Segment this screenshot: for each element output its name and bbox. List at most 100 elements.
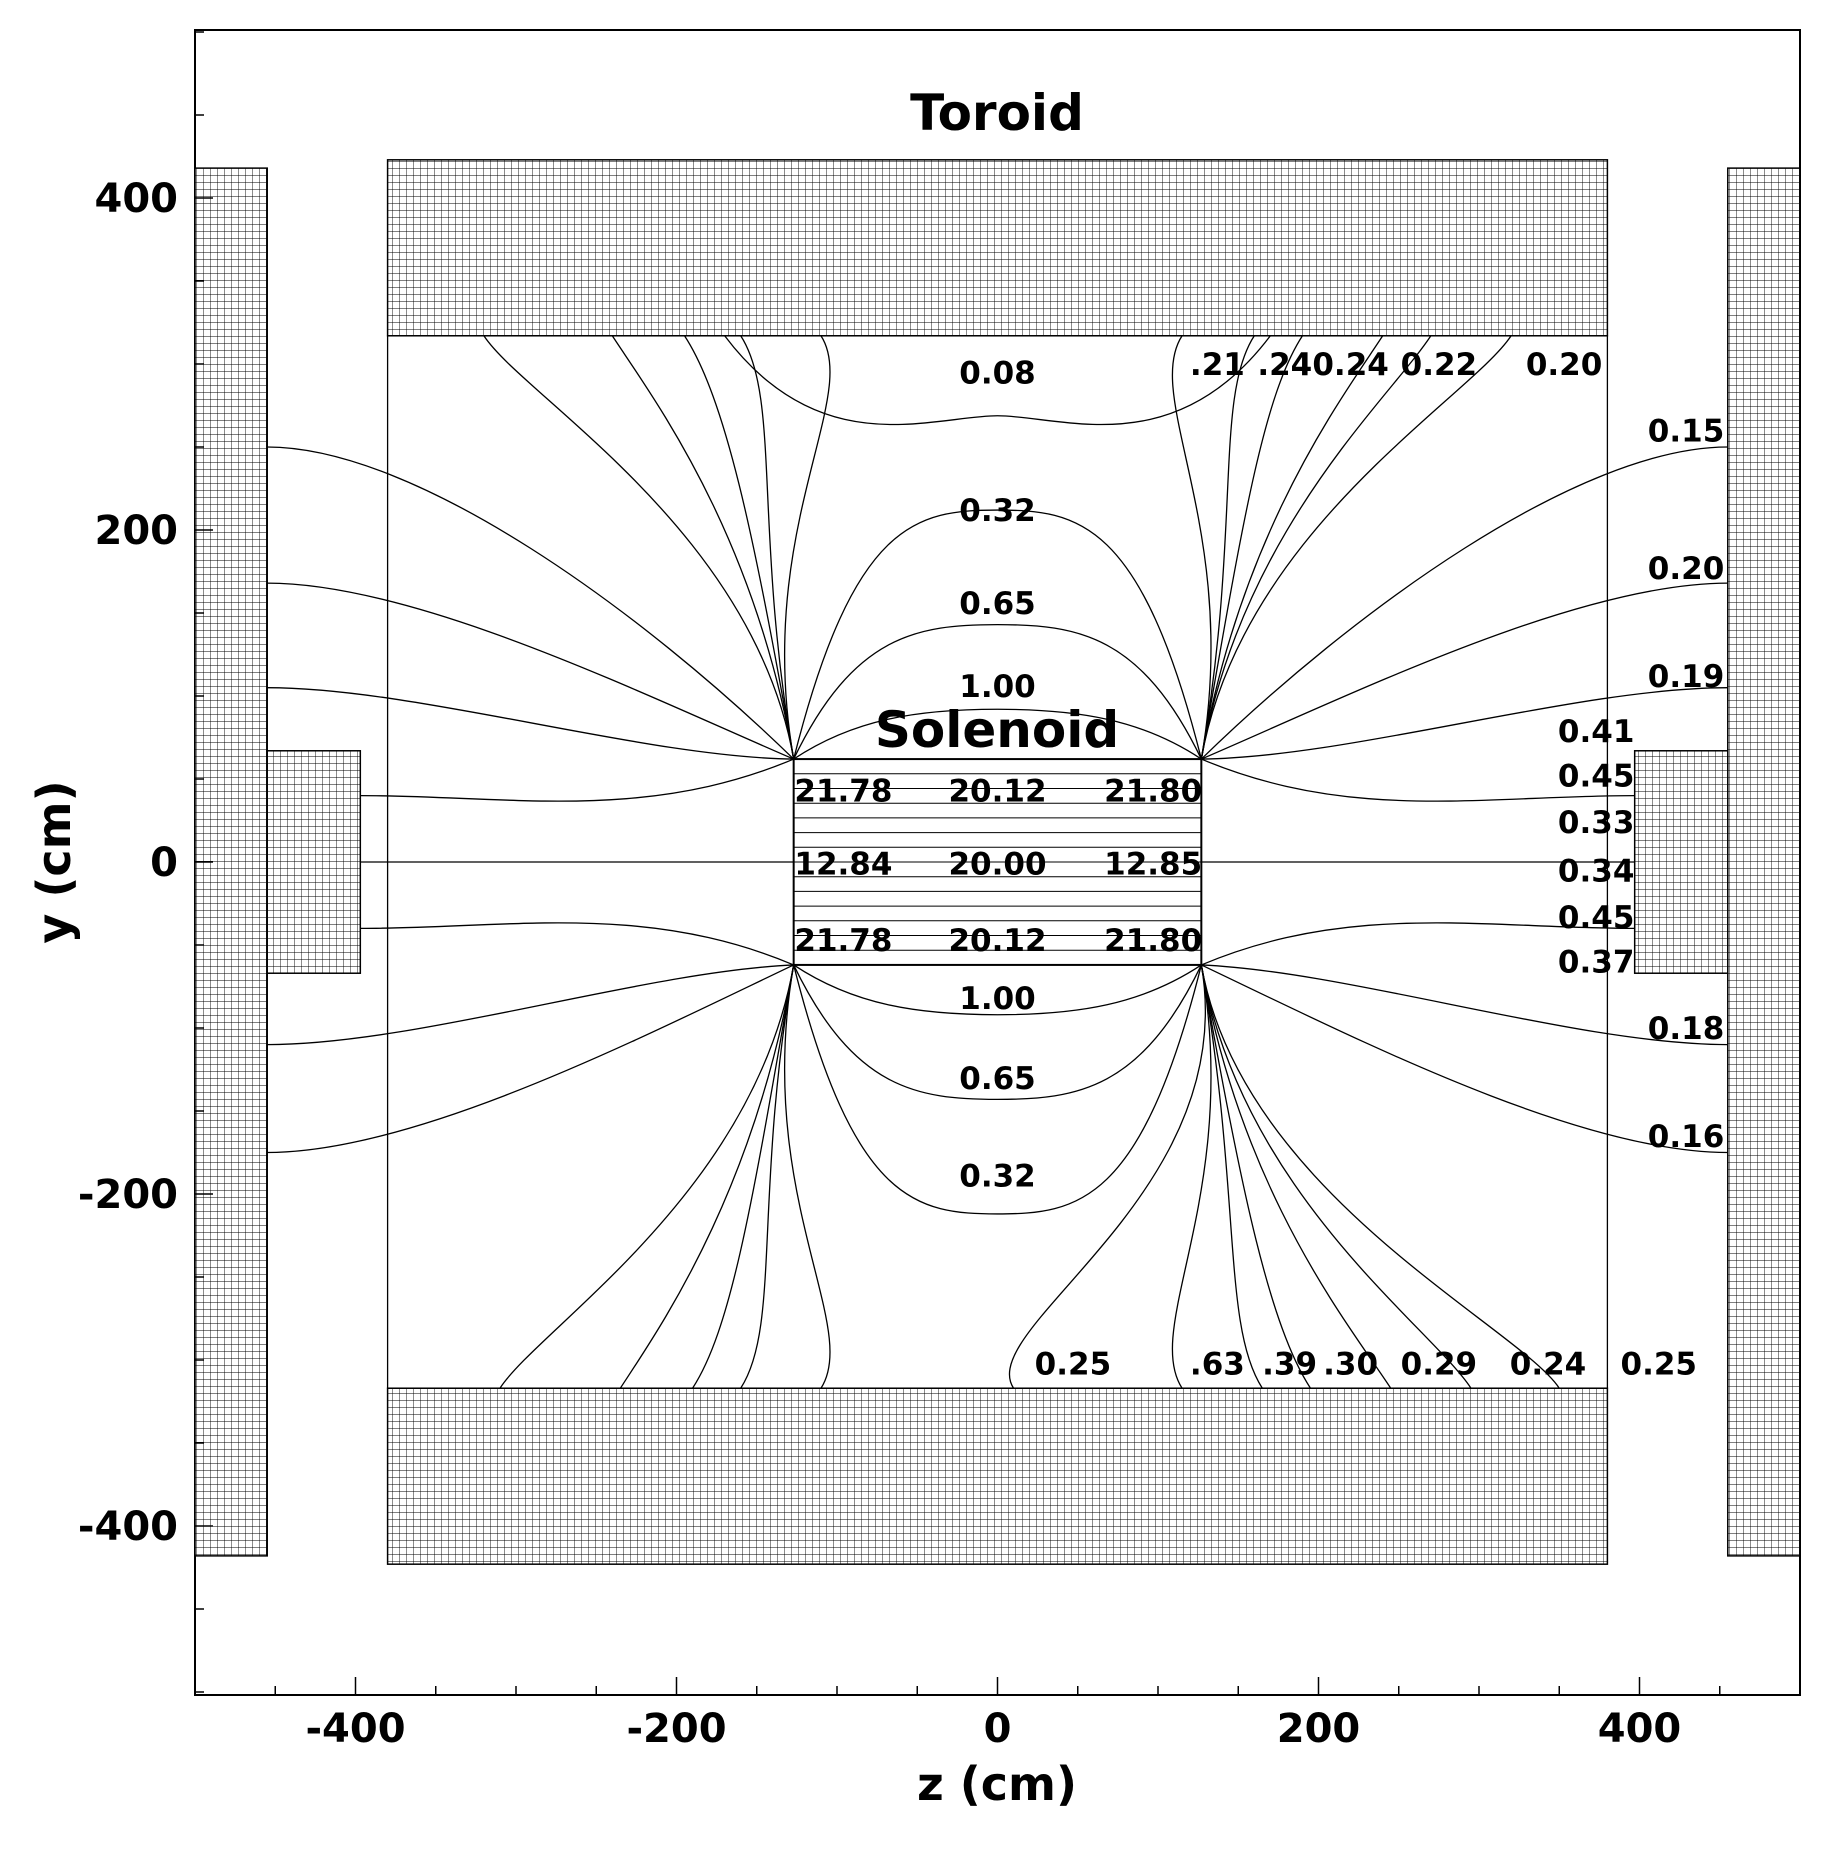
contour-label: 0.34 [1558,853,1635,889]
field-line [1200,335,1432,760]
field-line [793,964,1202,1215]
field-line [267,687,794,760]
field-line [483,335,795,760]
field-line [784,335,831,760]
axis-ticks [194,31,1801,1695]
field-line [360,922,794,966]
field-line [793,964,1202,1101]
contour-label: 12.84 [794,847,892,883]
field-line [784,964,831,1389]
contour-label: 20.12 [948,923,1046,959]
field-line [1200,335,1303,760]
contour-label: 0.29 [1401,1346,1478,1382]
contour-label: 20.00 [948,847,1046,883]
field-line [1200,964,1312,1389]
contour-label: 12.85 [1104,847,1202,883]
contour-label: 0.08 [959,355,1036,391]
contour-label: 0.25 [1621,1346,1698,1382]
contour-label: 0.22 [1401,347,1478,383]
field-line [1200,335,1384,760]
x-axis-title: z (cm) [917,1757,1077,1811]
contour-label: 0.25 [1035,1346,1112,1382]
field-line [1201,922,1635,966]
field-line [793,623,1202,760]
y-tick-label: -200 [78,1172,178,1218]
contour-label: 0.65 [959,1061,1036,1097]
contour-label: 0.20 [1526,347,1603,383]
field-lines [267,335,1728,1389]
y-axis-title: y (cm) [27,780,81,943]
toroid-bottom-region [386,1387,1609,1565]
contour-label: 0.41 [1558,714,1635,750]
x-tick-label: 0 [984,1706,1012,1752]
field-line [1201,758,1635,802]
field-line [683,335,795,760]
x-tick-label: 400 [1598,1706,1682,1752]
field-line [619,964,795,1389]
field-line [1200,964,1392,1389]
field-line [740,964,795,1389]
field-line [793,964,1202,1016]
field-line [1171,335,1212,760]
contour-labels: 0.08 0.32 0.65 1.00 21.78 20.12 21.80 12.84 20.0… [794,347,1724,1382]
contour-label: 0.32 [959,1159,1036,1195]
solenoid-internal-lines [793,773,1202,951]
contour-label: 0.24 [1312,347,1389,383]
field-line [611,335,795,760]
field-line [1200,335,1255,760]
toroid-top-region [386,159,1609,337]
contour-label: 0.37 [1558,945,1635,981]
contour-label: 0.32 [959,493,1036,529]
field-line [1200,964,1263,1389]
contour-label: .24 [1257,347,1312,383]
iron-regions [194,159,1801,1565]
contour-label: 0.24 [1510,1346,1587,1382]
field-line [499,964,795,1389]
contour-label: .30 [1323,1346,1378,1382]
x-tick-label: -400 [305,1706,405,1752]
contour-label: 21.78 [794,923,892,959]
contour-label: 0.33 [1558,805,1635,841]
tick-labels: -400 -200 0 200 400 400 200 0 -200 -400 [78,176,1681,1752]
y-tick-label: 400 [95,176,179,222]
contour-label: 0.20 [1648,551,1725,587]
field-line [1201,964,1728,1046]
field-line [793,708,1202,760]
contour-label: 1.00 [959,669,1036,705]
contour-label: 0.16 [1648,1119,1725,1155]
x-tick-label: 200 [1277,1706,1361,1752]
contour-label: .39 [1262,1346,1317,1382]
solenoid-title: Solenoid [875,701,1119,759]
contour-label: 21.80 [1104,774,1202,810]
plug-left-region [266,750,362,974]
y-tick-label: 0 [150,840,178,886]
contour-label: .21 [1190,347,1245,383]
plug-right-region [1633,750,1729,974]
field-line [1201,582,1728,760]
field-line [1200,446,1728,760]
toroid-title: Toroid [910,84,1084,142]
field-line [1201,687,1728,760]
contour-label: 21.80 [1104,923,1202,959]
field-line [692,964,795,1389]
field-line [267,446,795,760]
field-line [1200,964,1472,1389]
field-line [360,758,794,802]
field-line [1008,964,1206,1389]
field-line [267,582,794,760]
field-line [1200,335,1512,760]
contour-label: 0.65 [959,586,1036,622]
field-line [793,509,1202,760]
endcap-right-region [1727,167,1801,1557]
field-line [267,964,794,1154]
contour-label: 0.18 [1648,1011,1725,1047]
field-line [1201,964,1728,1154]
contour-label: 0.19 [1648,659,1725,695]
contour-label: 21.78 [794,774,892,810]
contour-label: 1.00 [959,981,1036,1017]
field-line [1200,964,1560,1389]
contour-label: 0.15 [1648,413,1725,449]
contour-label: .63 [1190,1346,1245,1382]
contour-label: 20.12 [948,774,1046,810]
